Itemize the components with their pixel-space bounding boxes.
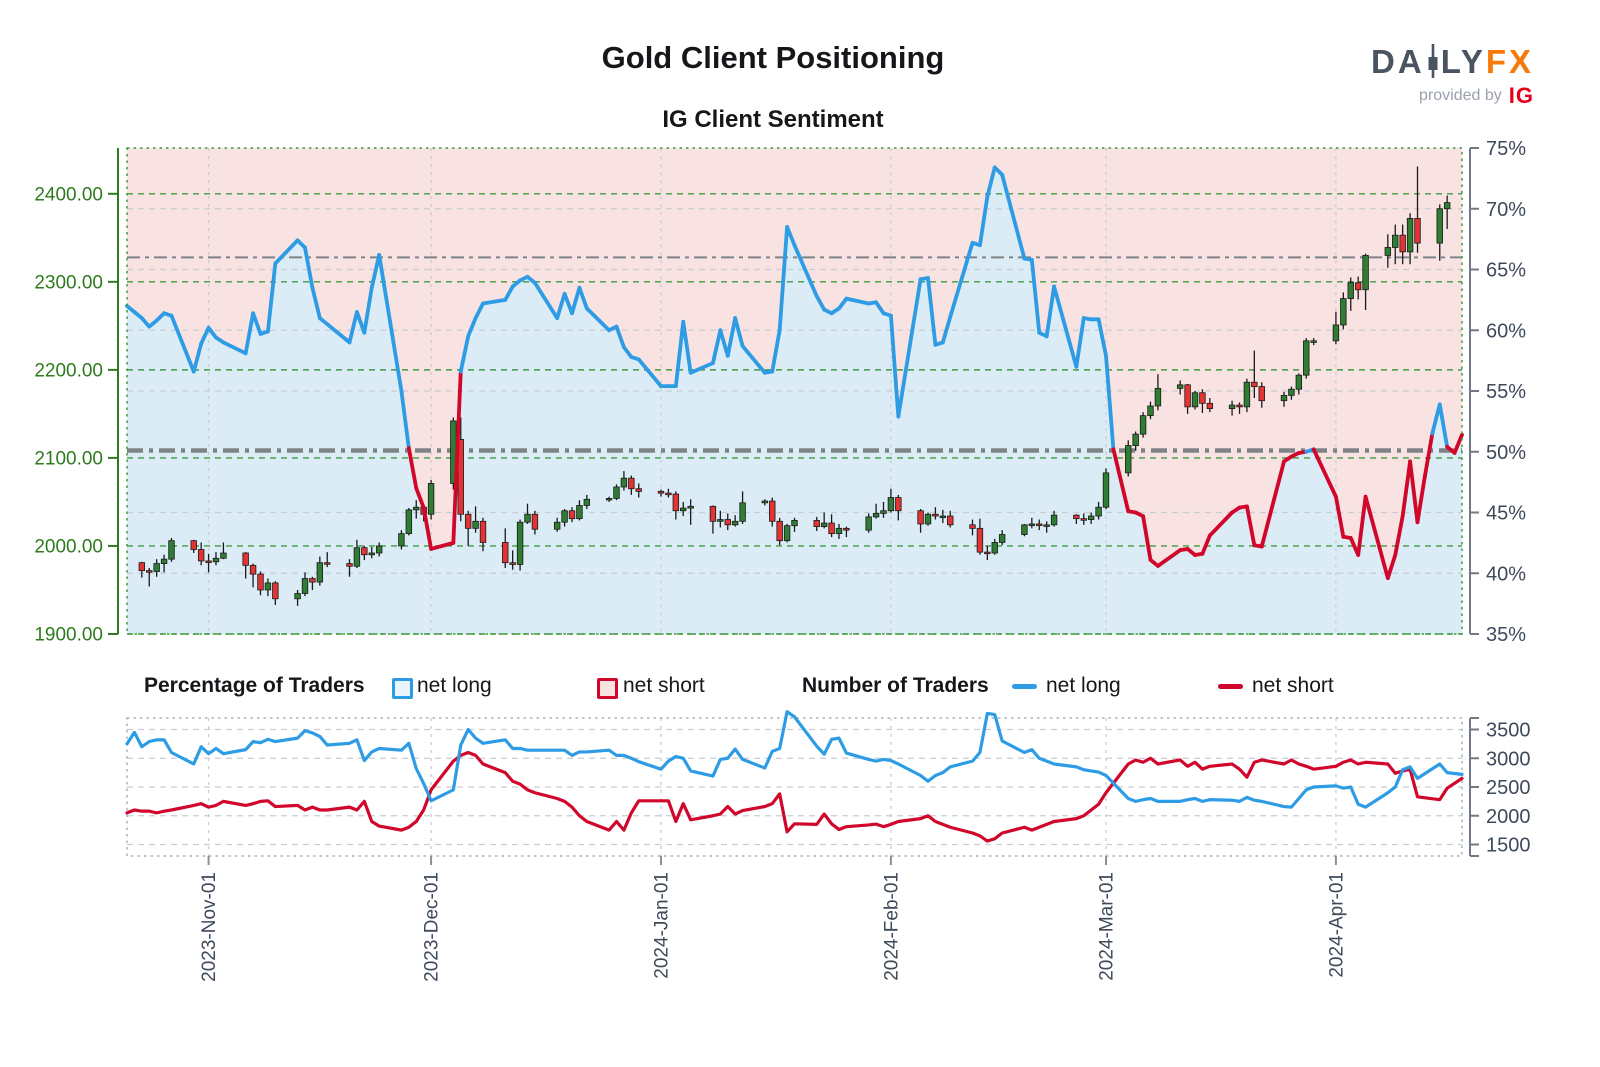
svg-text:2400.00: 2400.00: [34, 184, 103, 205]
svg-text:2024-Mar-01: 2024-Mar-01: [1097, 872, 1118, 981]
price-axis: 1900.00 2000.00 2100.00 2200.00 2300.00 2400.…: [34, 148, 119, 646]
price-candles: [138, 166, 1451, 606]
svg-text:1500: 1500: [1486, 835, 1531, 857]
legend-num-net-long-label: net long: [1046, 674, 1121, 697]
svg-text:2500: 2500: [1486, 777, 1531, 799]
svg-text:65%: 65%: [1486, 260, 1526, 282]
svg-text:55%: 55%: [1486, 381, 1526, 403]
net-short-line-swatch: [1218, 684, 1243, 689]
logo-candlestick-icon: [1428, 44, 1438, 78]
svg-text:45%: 45%: [1486, 503, 1526, 525]
ig-logo: IG: [1508, 83, 1534, 108]
svg-text:50%: 50%: [1486, 442, 1526, 464]
svg-text:2000: 2000: [1486, 806, 1531, 828]
logo-text-da: DA: [1371, 42, 1425, 80]
net-long-square-swatch: [392, 678, 413, 699]
svg-text:3000: 3000: [1486, 748, 1531, 770]
svg-text:60%: 60%: [1486, 320, 1526, 342]
traders-net-long-line: [125, 710, 1464, 809]
percent-axis: 35% 40% 45% 50% 55% 60% 65% 70% 75%: [1469, 138, 1526, 646]
net-short-square-swatch: [597, 678, 618, 699]
svg-text:75%: 75%: [1486, 138, 1526, 160]
logo-text-ly: LY: [1440, 42, 1486, 80]
legend-num-net-short-label: net short: [1252, 674, 1334, 697]
legend-number-of-traders-label: Number of Traders: [802, 674, 989, 697]
number-of-traders-chart: [125, 710, 1464, 857]
svg-text:2024-Apr-01: 2024-Apr-01: [1326, 872, 1347, 978]
svg-text:3500: 3500: [1486, 720, 1531, 742]
svg-text:2100.00: 2100.00: [34, 448, 103, 469]
svg-text:2300.00: 2300.00: [34, 272, 103, 293]
svg-text:35%: 35%: [1486, 624, 1526, 646]
svg-text:2023-Nov-01: 2023-Nov-01: [199, 872, 220, 982]
logo-provided-by-text: provided by: [1419, 87, 1502, 104]
sentiment-percent-line: [125, 165, 1464, 581]
svg-text:2024-Feb-01: 2024-Feb-01: [881, 872, 902, 981]
dailyfx-wordmark: DA LY FX: [1371, 44, 1534, 78]
logo-provided-by-row: provided by IG: [1371, 83, 1534, 109]
main-gridlines: [127, 148, 1462, 856]
svg-text:2000.00: 2000.00: [34, 536, 103, 557]
svg-text:2024-Jan-01: 2024-Jan-01: [652, 872, 673, 979]
svg-text:2023-Dec-01: 2023-Dec-01: [422, 872, 443, 982]
dailyfx-logo: DA LY FX provided by IG: [1371, 44, 1534, 109]
count-axis: 1500 2000 2500 3000 3500: [1469, 717, 1531, 857]
legend-pct-net-long-label: net long: [417, 674, 492, 697]
legend-pct-net-short-label: net short: [623, 674, 705, 697]
page-title: Gold Client Positioning: [601, 40, 945, 75]
svg-text:40%: 40%: [1486, 563, 1526, 585]
chart-subtitle: IG Client Sentiment: [662, 106, 884, 133]
svg-text:70%: 70%: [1486, 199, 1526, 221]
traders-net-short-line: [125, 750, 1464, 843]
svg-text:2200.00: 2200.00: [34, 360, 103, 381]
legend-percentage-of-traders-label: Percentage of Traders: [144, 674, 365, 697]
net-long-line-swatch: [1012, 684, 1037, 689]
svg-text:1900.00: 1900.00: [34, 625, 103, 646]
logo-text-fx: FX: [1485, 42, 1534, 80]
date-axis: 2023-Nov-01 2023-Dec-01 2024-Jan-01 2024-Fe…: [199, 856, 1347, 982]
